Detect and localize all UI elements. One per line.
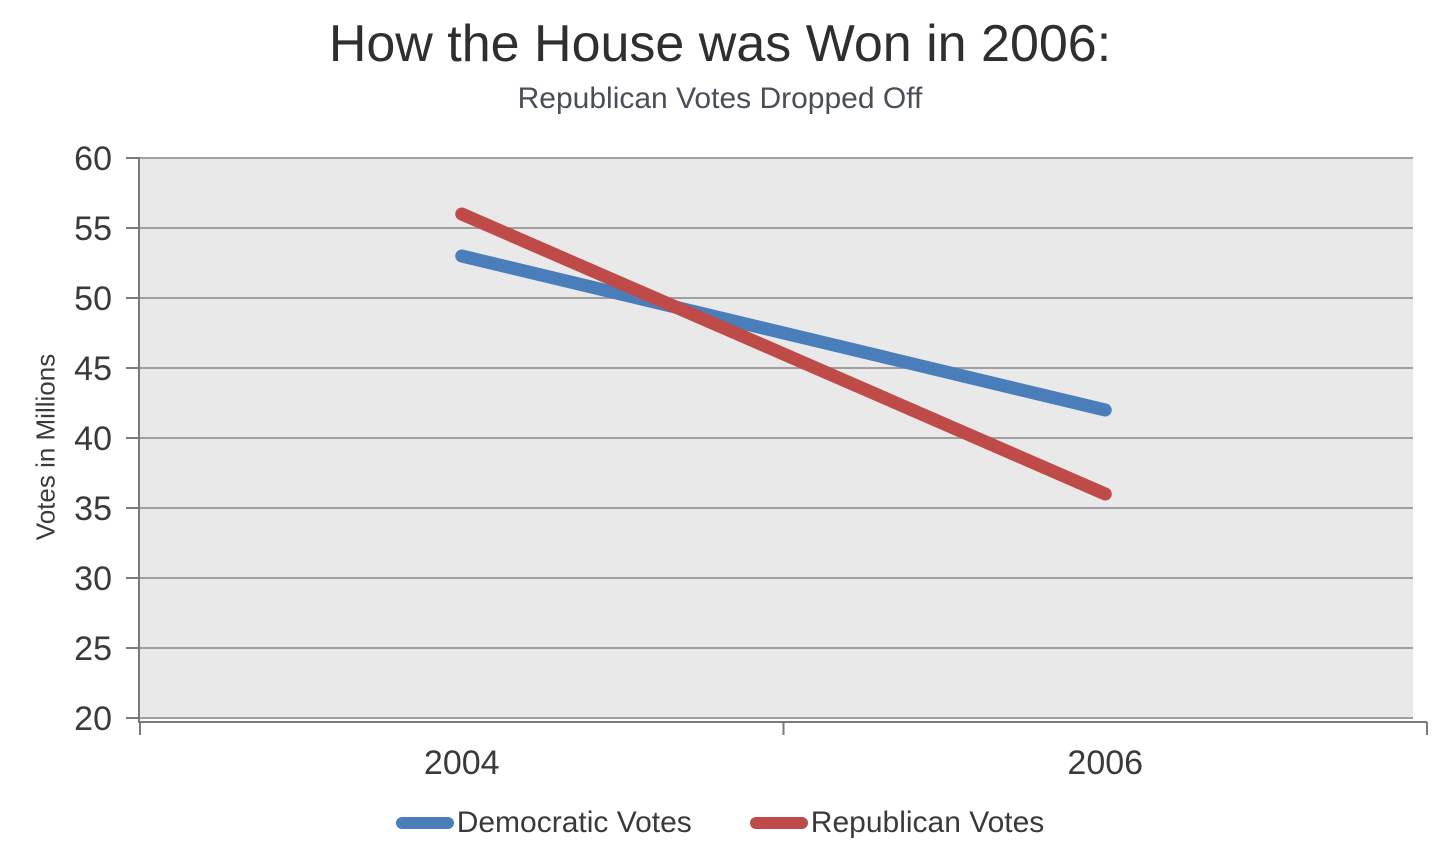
legend-item-republican-votes: Republican Votes: [749, 806, 1045, 840]
y-tick-label-20: 20: [74, 700, 112, 738]
chart-subtitle: Republican Votes Dropped Off: [517, 82, 923, 115]
republican-votes-line: [455, 207, 1112, 501]
y-axis-title: Votes in Millions: [30, 353, 61, 541]
plot-svg: 20 25 30 35 40 45 50 55 60 2004 2006: [74, 140, 1428, 782]
y-tick-label-35: 35: [74, 490, 112, 528]
legend: Democratic Votes Republican Votes: [0, 806, 1440, 840]
democratic-votes-swatch: [395, 817, 454, 829]
y-tick-label-50: 50: [74, 280, 112, 318]
y-tick-label-45: 45: [74, 350, 112, 388]
y-tick-label-55: 55: [74, 210, 112, 248]
chart-title: How the House was Won in 2006:: [328, 15, 1112, 73]
y-tick-label-40: 40: [74, 420, 112, 458]
democratic-votes-line: [455, 249, 1112, 417]
y-tick-label-60: 60: [74, 140, 112, 178]
x-label-2006: 2006: [1067, 744, 1143, 782]
legend-label-republican-votes: Republican Votes: [810, 806, 1045, 839]
legend-item-democratic-votes: Democratic Votes: [395, 806, 692, 840]
y-tick-label-30: 30: [74, 560, 112, 598]
y-tick-label-25: 25: [74, 630, 112, 668]
republican-votes-swatch: [749, 817, 808, 829]
x-label-2004: 2004: [424, 744, 500, 782]
legend-label-democratic-votes: Democratic Votes: [456, 806, 692, 839]
